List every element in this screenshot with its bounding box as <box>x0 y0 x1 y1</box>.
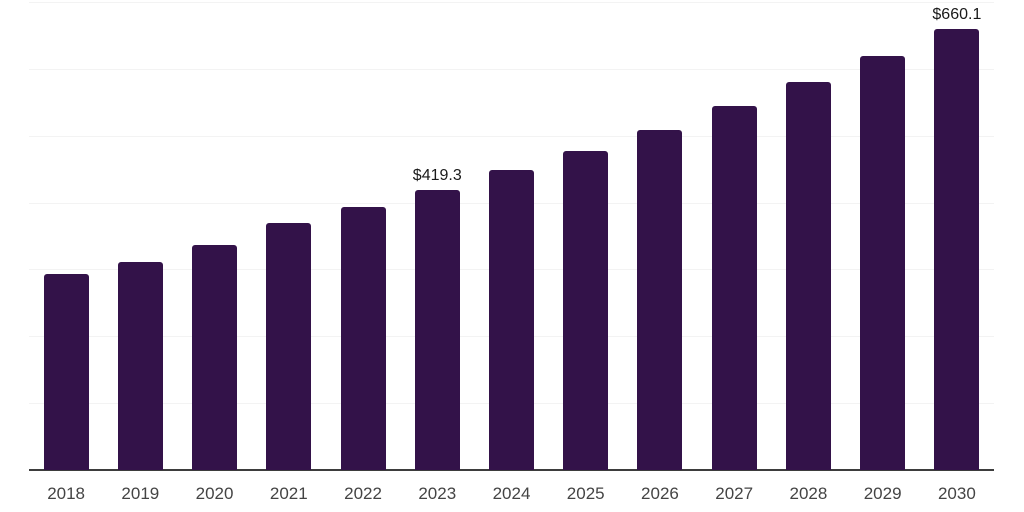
bar-2023 <box>414 189 460 470</box>
bar-2027 <box>711 105 757 470</box>
bar-2018 <box>43 273 89 470</box>
x-tick-label-2029: 2029 <box>863 484 902 503</box>
bar-2028 <box>785 81 831 470</box>
x-tick-label-2028: 2028 <box>789 484 828 503</box>
bar-2020 <box>192 244 238 470</box>
value-label-2030: $660.1 <box>932 5 982 23</box>
bar-2024 <box>489 169 534 470</box>
x-tick-label-2023: 2023 <box>418 484 457 503</box>
gridline-700 <box>29 2 994 3</box>
bar-2029 <box>860 55 906 470</box>
plot-area: $419.3 $660.1 <box>29 2 994 471</box>
x-tick-label-2027: 2027 <box>715 484 754 503</box>
bar-2022 <box>340 207 386 470</box>
value-label-2023: $419.3 <box>412 166 462 184</box>
x-tick-label-2021: 2021 <box>269 484 308 503</box>
gridline-500 <box>29 135 994 137</box>
bar-2030 <box>934 28 980 470</box>
x-axis-line <box>29 469 994 471</box>
x-tick-label-2025: 2025 <box>566 484 605 503</box>
bar-2021 <box>266 222 312 470</box>
x-tick-label-2024: 2024 <box>492 484 531 503</box>
x-tick-label-2019: 2019 <box>121 484 160 503</box>
x-tick-label-2030: 2030 <box>937 484 976 503</box>
bar-2025 <box>563 150 609 470</box>
x-axis: 2018 2019 2020 2021 2022 2023 2024 2025 2026 2027… <box>29 484 994 506</box>
x-tick-label-2022: 2022 <box>344 484 382 503</box>
x-tick-label-2018: 2018 <box>47 484 86 503</box>
bar-2026 <box>637 129 683 470</box>
bar-2019 <box>117 262 163 470</box>
gridline-600 <box>29 68 994 70</box>
x-tick-label-2020: 2020 <box>195 484 234 503</box>
x-tick-label-2026: 2026 <box>641 484 679 503</box>
